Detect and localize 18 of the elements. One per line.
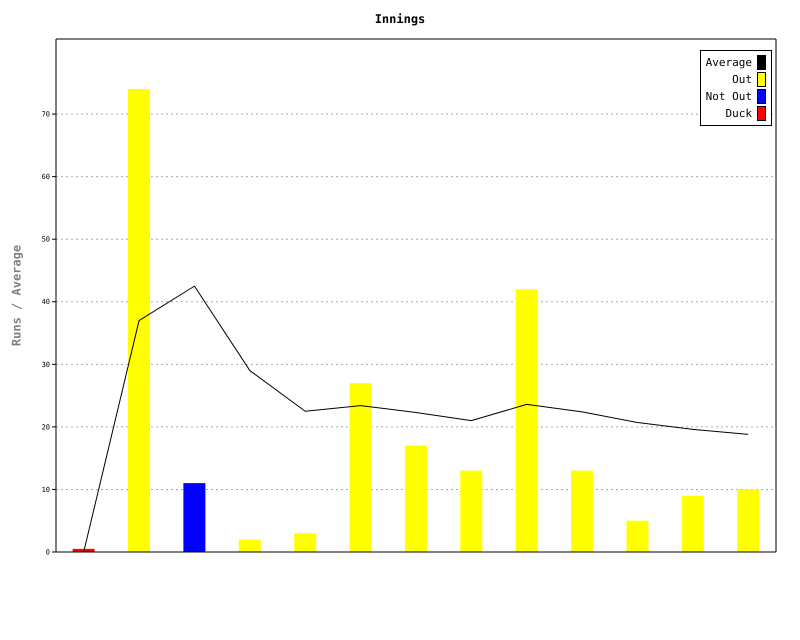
bar	[460, 470, 482, 552]
legend-label: Out	[732, 73, 752, 86]
legend-label: Average	[706, 56, 752, 69]
bar	[626, 520, 648, 552]
bar	[350, 383, 372, 552]
bar	[404, 446, 427, 552]
bar	[571, 470, 594, 552]
bar	[183, 483, 206, 552]
legend-label: Duck	[726, 107, 752, 120]
bar	[737, 489, 760, 552]
legend-label: Not Out	[706, 90, 752, 103]
bar	[238, 539, 261, 552]
bar	[128, 89, 150, 552]
bar	[516, 289, 538, 552]
y-axis-title: Runs / Average	[9, 244, 24, 346]
bar	[682, 496, 704, 552]
bar	[294, 533, 316, 552]
chart-title: Innings	[374, 12, 426, 26]
